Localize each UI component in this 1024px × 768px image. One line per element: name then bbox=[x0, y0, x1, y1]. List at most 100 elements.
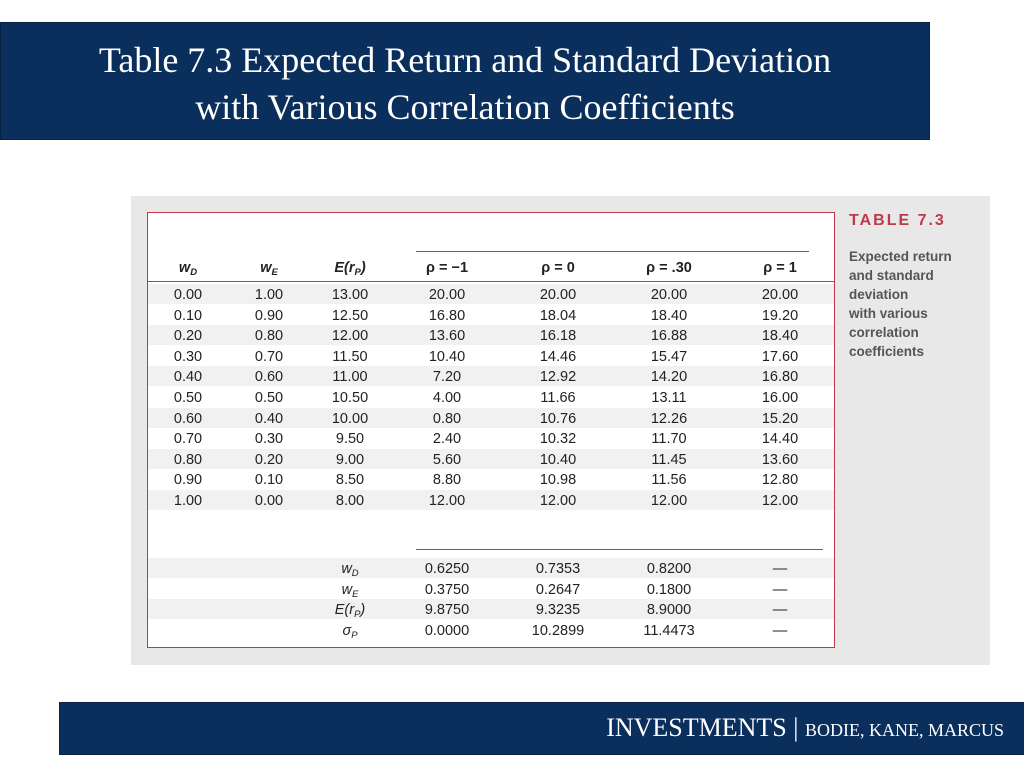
table-cell: 0.80 bbox=[432, 410, 462, 427]
mvp-cell: 0.6250 bbox=[424, 561, 470, 577]
table-cell: 13.60 bbox=[761, 451, 799, 468]
table-cell: 9.00 bbox=[335, 451, 365, 468]
table-cell: 11.00 bbox=[332, 369, 368, 386]
table-cell: 19.20 bbox=[761, 307, 799, 324]
mvp-row-label: wE bbox=[342, 582, 359, 600]
table-cell: 0.80 bbox=[173, 451, 203, 468]
table-cell: 11.70 bbox=[651, 431, 687, 448]
mvp-cell: 0.2647 bbox=[535, 581, 581, 598]
mvp-cell: — bbox=[772, 602, 788, 619]
table-cell: 17.60 bbox=[761, 348, 799, 365]
table-cell: 10.98 bbox=[539, 472, 577, 489]
table-cell: 13.11 bbox=[651, 390, 687, 406]
table-cell: 9.50 bbox=[335, 431, 365, 448]
column-header: ρ = 0 bbox=[541, 260, 575, 276]
column-header: ρ = 1 bbox=[763, 260, 797, 276]
mvp-cell: 0.0000 bbox=[424, 622, 470, 639]
label-main: w bbox=[260, 260, 272, 276]
table-cell: 0.00 bbox=[173, 287, 203, 303]
table-cell: 10.50 bbox=[331, 390, 369, 406]
table-cell: 5.60 bbox=[432, 451, 462, 468]
table-cell: 12.00 bbox=[331, 328, 369, 345]
table-cell: 18.40 bbox=[761, 328, 799, 345]
table-cell: 11.50 bbox=[332, 348, 368, 365]
table-cell: 0.00 bbox=[254, 493, 284, 509]
row-stripe bbox=[148, 448, 834, 469]
table-cell: 0.10 bbox=[173, 307, 203, 324]
table-cell: 12.80 bbox=[761, 472, 799, 489]
table-cell: 8.50 bbox=[335, 472, 365, 489]
table-description: Expected return and standard deviation w… bbox=[849, 249, 952, 359]
table-cell: 0.70 bbox=[254, 348, 284, 365]
mvp-row-label: σP bbox=[342, 623, 357, 641]
mvp-cell: 0.3750 bbox=[424, 581, 470, 598]
mvp-cell: 0.8200 bbox=[646, 561, 692, 577]
table-cell: 12.26 bbox=[650, 410, 688, 427]
label-main: E(r bbox=[334, 260, 355, 276]
mvp-cell: — bbox=[772, 561, 788, 577]
table-cell: 15.20 bbox=[761, 410, 799, 427]
table-cell: 15.47 bbox=[650, 348, 688, 365]
table-cell: 0.90 bbox=[254, 307, 284, 324]
column-header: ρ = .30 bbox=[646, 260, 692, 276]
table-label: TABLE 7.3 bbox=[849, 212, 946, 229]
table-cell: 20.00 bbox=[650, 287, 688, 303]
table-cell: 7.20 bbox=[432, 369, 462, 386]
table-cell: 16.18 bbox=[539, 328, 577, 345]
table-cell: 20.00 bbox=[539, 287, 577, 303]
slide-title-bar: Table 7.3 Expected Return and Standard D… bbox=[0, 22, 930, 140]
table-cell: 12.50 bbox=[331, 307, 369, 324]
label-subscript: D bbox=[351, 568, 359, 579]
column-header: wD bbox=[179, 260, 197, 278]
table-cell: 0.50 bbox=[254, 390, 284, 406]
slide-title-line-1: Table 7.3 Expected Return and Standard D… bbox=[98, 40, 832, 80]
table-cell: 14.20 bbox=[650, 369, 688, 386]
mvp-cell: 11.4473 bbox=[643, 622, 695, 639]
row-stripe bbox=[148, 558, 834, 578]
footer-credit: INVESTMENTS | BODIE, KANE, MARCUS bbox=[606, 713, 1004, 743]
table-cell: 12.00 bbox=[428, 493, 466, 509]
label-subscript: E bbox=[271, 267, 278, 278]
footer-authors: BODIE, KANE, MARCUS bbox=[804, 720, 1004, 740]
mvp-cell: 9.8750 bbox=[424, 602, 470, 619]
label-main: w bbox=[341, 581, 353, 598]
mvp-cell: 9.3235 bbox=[535, 602, 581, 619]
table-cell: 1.00 bbox=[254, 287, 284, 303]
table-cell: 1.00 bbox=[173, 493, 203, 509]
table-cell: 0.40 bbox=[254, 410, 284, 427]
row-stripe bbox=[148, 366, 834, 387]
label-tail: ) bbox=[360, 260, 366, 276]
label-subscript: P bbox=[354, 267, 361, 278]
table-cell: 0.70 bbox=[173, 431, 203, 448]
table-cell: 14.46 bbox=[539, 348, 577, 365]
mvp-cell: 0.1800 bbox=[646, 581, 692, 598]
table-cell: 0.60 bbox=[254, 369, 284, 386]
mvp-cell: — bbox=[772, 581, 788, 598]
table-cell: 10.40 bbox=[539, 451, 577, 468]
row-stripe bbox=[148, 490, 834, 510]
table-cell: 0.20 bbox=[254, 451, 284, 468]
mvp-cell: 8.9000 bbox=[646, 602, 692, 619]
row-stripe bbox=[148, 407, 834, 428]
table-cell: 8.80 bbox=[432, 472, 462, 489]
table-cell: 2.40 bbox=[432, 431, 462, 448]
mvp-cell: 10.2899 bbox=[531, 622, 585, 639]
table-cell: 20.00 bbox=[761, 287, 799, 303]
footer-bar: INVESTMENTS | BODIE, KANE, MARCUS bbox=[59, 702, 1024, 755]
table-cell: 0.30 bbox=[254, 431, 284, 448]
table-cell: 0.60 bbox=[173, 410, 203, 427]
table-cell: 0.90 bbox=[173, 472, 203, 489]
label-subscript: E bbox=[352, 588, 359, 600]
column-header: wE bbox=[260, 260, 278, 278]
label-main: σ bbox=[342, 622, 352, 639]
table-cell: 12.92 bbox=[539, 369, 577, 386]
row-stripe bbox=[148, 599, 834, 620]
label-main: E(r bbox=[334, 602, 355, 619]
group-header-rule bbox=[416, 251, 809, 252]
label-main: w bbox=[341, 561, 352, 577]
table-cell: 13.60 bbox=[428, 328, 466, 345]
column-header: E(rP) bbox=[334, 260, 365, 278]
row-stripe bbox=[148, 284, 834, 304]
